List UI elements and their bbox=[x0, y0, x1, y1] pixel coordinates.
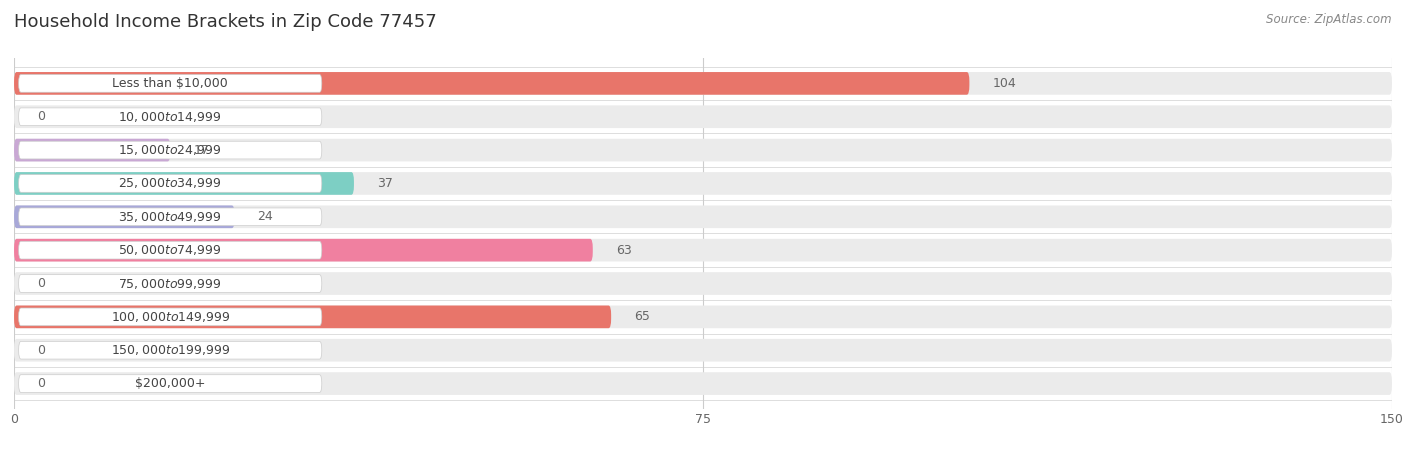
FancyBboxPatch shape bbox=[14, 206, 1392, 228]
FancyBboxPatch shape bbox=[14, 139, 170, 162]
FancyBboxPatch shape bbox=[14, 72, 1392, 95]
FancyBboxPatch shape bbox=[14, 272, 1392, 295]
Text: 37: 37 bbox=[377, 177, 392, 190]
FancyBboxPatch shape bbox=[14, 206, 235, 228]
Text: 17: 17 bbox=[193, 144, 209, 157]
FancyBboxPatch shape bbox=[18, 241, 322, 259]
Text: $200,000+: $200,000+ bbox=[135, 377, 205, 390]
Text: $75,000 to $99,999: $75,000 to $99,999 bbox=[118, 277, 222, 291]
Text: 24: 24 bbox=[257, 210, 273, 223]
Text: 0: 0 bbox=[37, 110, 45, 123]
FancyBboxPatch shape bbox=[18, 308, 322, 326]
FancyBboxPatch shape bbox=[14, 172, 1392, 195]
FancyBboxPatch shape bbox=[14, 172, 354, 195]
FancyBboxPatch shape bbox=[18, 108, 322, 126]
FancyBboxPatch shape bbox=[14, 339, 1392, 361]
FancyBboxPatch shape bbox=[18, 375, 322, 392]
Text: 0: 0 bbox=[37, 377, 45, 390]
FancyBboxPatch shape bbox=[14, 72, 969, 95]
FancyBboxPatch shape bbox=[14, 239, 1392, 261]
Text: 65: 65 bbox=[634, 310, 650, 323]
FancyBboxPatch shape bbox=[18, 208, 322, 226]
FancyBboxPatch shape bbox=[14, 305, 612, 328]
Text: Household Income Brackets in Zip Code 77457: Household Income Brackets in Zip Code 77… bbox=[14, 13, 437, 31]
FancyBboxPatch shape bbox=[18, 275, 322, 292]
Text: $100,000 to $149,999: $100,000 to $149,999 bbox=[111, 310, 231, 324]
Text: 0: 0 bbox=[37, 277, 45, 290]
Text: $10,000 to $14,999: $10,000 to $14,999 bbox=[118, 110, 222, 124]
Text: $25,000 to $34,999: $25,000 to $34,999 bbox=[118, 176, 222, 190]
Text: $150,000 to $199,999: $150,000 to $199,999 bbox=[111, 343, 231, 357]
Text: Less than $10,000: Less than $10,000 bbox=[112, 77, 228, 90]
FancyBboxPatch shape bbox=[14, 305, 1392, 328]
Text: $35,000 to $49,999: $35,000 to $49,999 bbox=[118, 210, 222, 224]
FancyBboxPatch shape bbox=[14, 372, 1392, 395]
FancyBboxPatch shape bbox=[18, 141, 322, 159]
FancyBboxPatch shape bbox=[18, 341, 322, 359]
Text: 104: 104 bbox=[993, 77, 1017, 90]
FancyBboxPatch shape bbox=[14, 139, 1392, 162]
Text: $15,000 to $24,999: $15,000 to $24,999 bbox=[118, 143, 222, 157]
Text: 0: 0 bbox=[37, 344, 45, 357]
FancyBboxPatch shape bbox=[18, 75, 322, 92]
FancyBboxPatch shape bbox=[18, 175, 322, 192]
Text: Source: ZipAtlas.com: Source: ZipAtlas.com bbox=[1267, 13, 1392, 26]
FancyBboxPatch shape bbox=[14, 239, 593, 261]
Text: 63: 63 bbox=[616, 244, 631, 257]
Text: $50,000 to $74,999: $50,000 to $74,999 bbox=[118, 243, 222, 257]
FancyBboxPatch shape bbox=[14, 106, 1392, 128]
